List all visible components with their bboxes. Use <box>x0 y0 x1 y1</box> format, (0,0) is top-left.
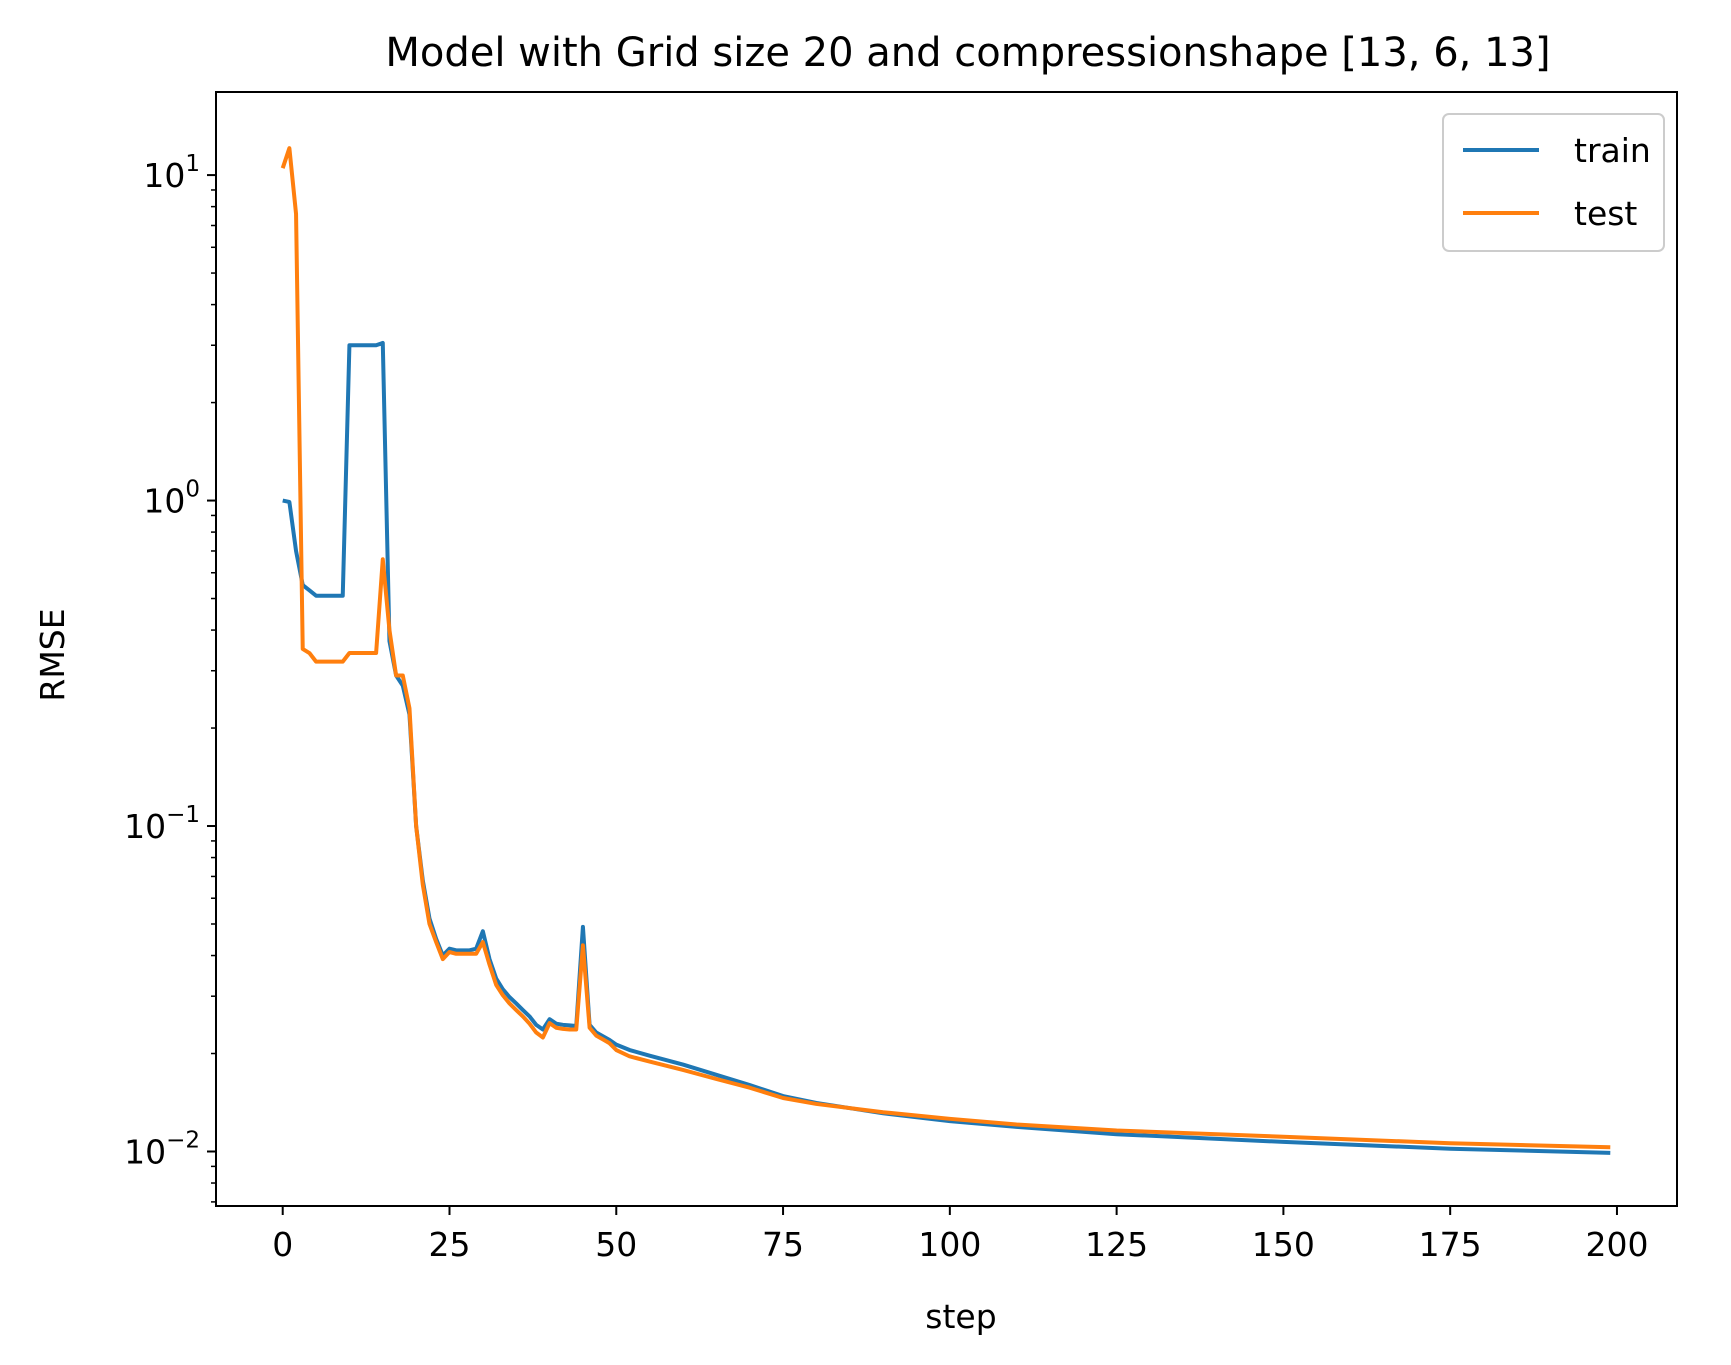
x-axis: 0 25 50 75 100 125 150 175 200 <box>272 1206 1648 1264</box>
chart-title: Model with Grid size 20 and compressions… <box>385 30 1550 76</box>
y-tick-label-base: 10 <box>143 482 185 521</box>
y-tick-label-base: 10 <box>124 1132 166 1171</box>
series-line-test <box>280 146 1611 1150</box>
x-tick-label: 0 <box>272 1225 293 1264</box>
legend-label-test: test <box>1574 194 1637 233</box>
x-tick-label: 50 <box>595 1225 637 1264</box>
legend: train test <box>1442 113 1665 252</box>
x-axis-label: step <box>925 1297 996 1336</box>
y-tick-label: 100 <box>143 477 200 521</box>
series-layer <box>280 146 1611 1155</box>
x-tick-label: 125 <box>1085 1225 1148 1264</box>
y-tick-label: 10−2 <box>124 1127 200 1171</box>
x-tick-label: 100 <box>918 1225 981 1264</box>
x-tick-label: 25 <box>428 1225 470 1264</box>
y-tick-label-exponent: −1 <box>166 802 200 828</box>
y-axis-label: RMSE <box>33 608 72 701</box>
y-tick-label: 10−1 <box>124 802 200 846</box>
y-tick-label: 101 <box>143 151 200 195</box>
y-tick-label-base: 10 <box>124 807 166 846</box>
y-tick-label-exponent: 1 <box>185 151 200 177</box>
x-tick-label: 200 <box>1585 1225 1648 1264</box>
x-tick-label: 75 <box>762 1225 804 1264</box>
y-tick-label-base: 10 <box>143 156 185 195</box>
legend-label-train: train <box>1574 131 1651 170</box>
y-tick-label-exponent: −2 <box>166 1127 200 1153</box>
y-tick-label-exponent: 0 <box>185 477 200 503</box>
x-tick-label: 150 <box>1252 1225 1315 1264</box>
x-tick-label: 175 <box>1419 1225 1482 1264</box>
plot-area-frame <box>215 91 1678 1207</box>
